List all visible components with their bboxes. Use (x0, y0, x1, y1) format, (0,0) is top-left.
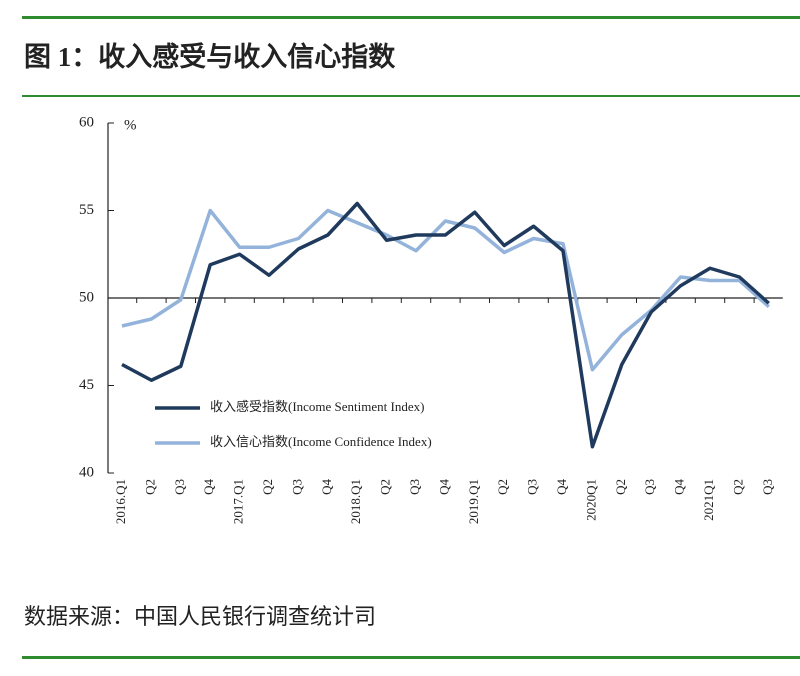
x-tick-label: Q2 (260, 479, 275, 495)
x-tick-label: Q4 (201, 479, 216, 495)
y-tick-label: 40 (79, 464, 94, 480)
legend-label: 收入信心指数(Income Confidence Index) (210, 434, 432, 449)
x-tick-label: Q3 (407, 479, 422, 495)
y-tick-label: 55 (79, 202, 94, 218)
x-tick-label: 2018.Q1 (348, 479, 363, 524)
y-unit: % (124, 117, 137, 133)
x-tick-label: Q2 (378, 479, 393, 495)
y-tick-label: 50 (79, 289, 94, 305)
x-tick-label: Q4 (436, 479, 451, 495)
x-tick-label: Q3 (760, 479, 775, 495)
y-tick-label: 45 (79, 377, 94, 393)
x-tick-label: Q4 (319, 479, 334, 495)
x-tick-label: Q3 (642, 479, 657, 495)
x-tick-label: Q2 (613, 479, 628, 495)
chart-title: 图 1：收入感受与收入信心指数 (24, 41, 396, 72)
series-line (121, 208, 770, 372)
x-tick-label: 2017.Q1 (231, 479, 246, 524)
bottom-rule (22, 656, 800, 659)
x-tick-label: Q3 (289, 479, 304, 495)
x-tick-label: 2020Q1 (583, 479, 598, 521)
series-line (121, 201, 770, 449)
x-tick-label: 2019.Q1 (466, 479, 481, 524)
y-tick-label: 60 (79, 114, 94, 130)
x-tick-label: Q4 (554, 479, 569, 495)
legend-label: 收入感受指数(Income Sentiment Index) (210, 399, 424, 414)
top-rule (22, 16, 800, 19)
title-rule (22, 95, 800, 97)
x-tick-label: Q2 (495, 479, 510, 495)
source: 数据来源：中国人民银行调查统计司 (24, 605, 376, 630)
x-tick-label: Q2 (142, 479, 157, 495)
x-tick-label: Q3 (525, 479, 540, 495)
x-tick-label: Q4 (672, 479, 687, 495)
x-tick-label: 2021Q1 (701, 479, 716, 521)
x-tick-label: 2016.Q1 (113, 479, 128, 524)
x-tick-label: Q3 (172, 479, 187, 495)
x-tick-label: Q2 (730, 479, 745, 495)
